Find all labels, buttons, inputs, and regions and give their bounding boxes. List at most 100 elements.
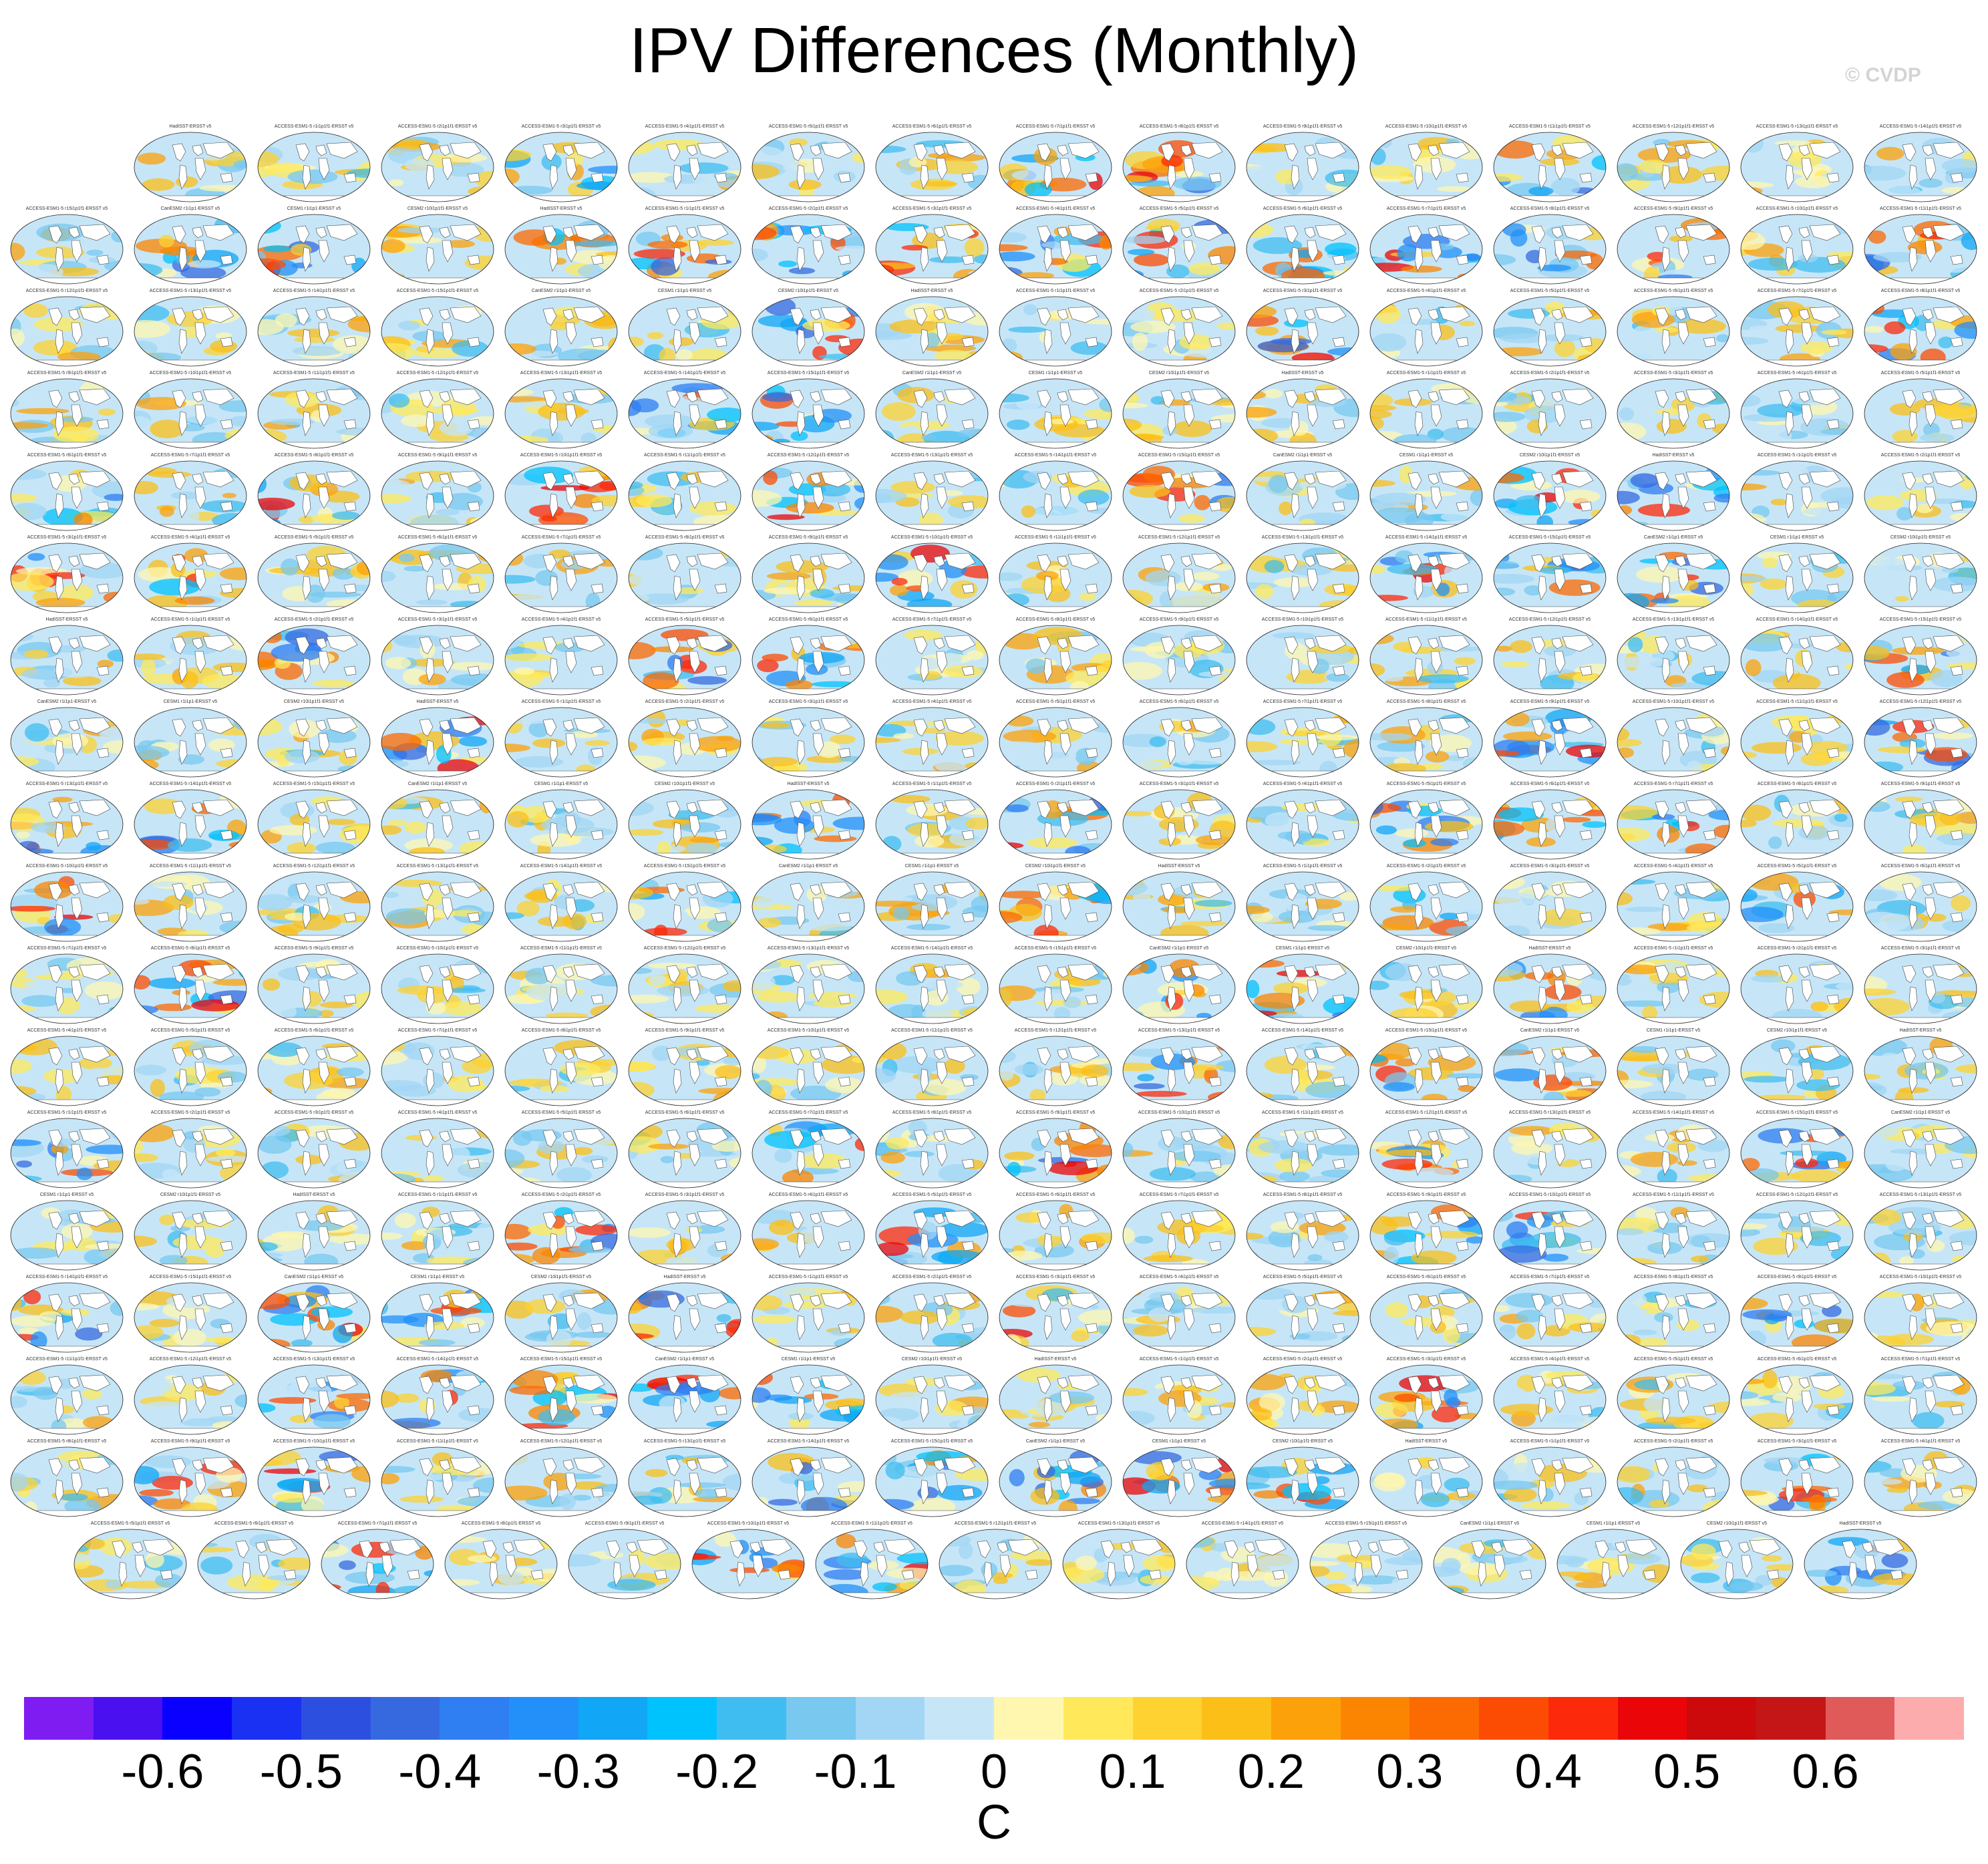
global-map: [752, 1446, 865, 1517]
global-map: [1493, 132, 1607, 202]
colorbar-segment: [578, 1697, 648, 1740]
global-map: [1864, 132, 1977, 202]
map-panel: ACCESS-ESM1-5 r7i1p1f1-ERSST v5: [1490, 1274, 1610, 1357]
colorbar-tick-label: -0.4: [398, 1745, 482, 1799]
global-map: [628, 1282, 741, 1353]
global-map: [999, 789, 1112, 860]
map-panel-label: ACCESS-ESM1-5 r7i1p1f1-ERSST v5: [768, 1110, 848, 1115]
map-panel: ACCESS-ESM1-5 r14i1p1f1-ERSST v5: [1613, 1110, 1733, 1193]
map-panel: ACCESS-ESM1-5 r3i1p1f1-ERSST v5: [995, 1274, 1116, 1357]
map-panel: ACCESS-ESM1-5 r7i1p1f1-ERSST v5: [995, 124, 1116, 206]
global-map: [752, 1282, 865, 1353]
map-panel-label: ACCESS-ESM1-5 r9i1p1f1-ERSST v5: [1757, 1275, 1837, 1279]
map-panel-label: ACCESS-ESM1-5 r10i1p1f1-ERSST v5: [396, 946, 479, 951]
global-map: [1493, 1200, 1607, 1271]
global-map: [999, 1200, 1112, 1271]
global-map: [1864, 1036, 1977, 1106]
map-panel: CESM2 r10i1p1f1-ERSST v5: [130, 1192, 251, 1275]
map-panel-label: CanESM2 r1i1p1-ERSST v5: [778, 864, 838, 869]
map-panel-label: HadISST-ERSST v5: [1652, 453, 1695, 458]
map-panel: ACCESS-ESM1-5 r7i1p1f1-ERSST v5: [7, 945, 127, 1028]
global-map: [1369, 707, 1483, 778]
map-panel: ACCESS-ESM1-5 r4i1p1f1-ERSST v5: [1613, 863, 1733, 946]
global-map: [875, 460, 989, 531]
global-map: [1740, 132, 1854, 202]
map-panel: ACCESS-ESM1-5 r6i1p1f1-ERSST v5: [1242, 206, 1363, 289]
map-panel-label: ACCESS-ESM1-5 r12i1p1f1-ERSST v5: [1014, 1028, 1097, 1033]
map-panel-label: CanESM2 r1i1p1-ERSST v5: [1890, 1110, 1951, 1115]
map-panel: ACCESS-ESM1-5 r13i1p1f1-ERSST v5: [748, 945, 868, 1028]
map-panel: HadISST-ERSST v5: [130, 124, 251, 206]
global-map: [628, 460, 741, 531]
map-panel-label: ACCESS-ESM1-5 r7i1p1f1-ERSST v5: [892, 617, 972, 622]
map-panel-label: ACCESS-ESM1-5 r5i1p1f1-ERSST v5: [274, 535, 354, 540]
map-panel-label: ACCESS-ESM1-5 r2i1p1f1-ERSST v5: [397, 124, 478, 129]
map-panel-label: ACCESS-ESM1-5 r9i1p1f1-ERSST v5: [150, 1439, 230, 1444]
global-map: [134, 1446, 247, 1517]
map-panel: ACCESS-ESM1-5 r15i1p1f1-ERSST v5: [1490, 534, 1610, 617]
map-panel: ACCESS-ESM1-5 r6i1p1f1-ERSST v5: [1737, 1356, 1857, 1439]
colorbar-segment: [1894, 1697, 1965, 1740]
map-panel-label: ACCESS-ESM1-5 r8i1p1f1-ERSST v5: [274, 453, 354, 458]
map-panel-label: ACCESS-ESM1-5 r8i1p1f1-ERSST v5: [892, 1110, 972, 1115]
map-panel-label: ACCESS-ESM1-5 r15i1p1f1-ERSST v5: [767, 371, 850, 375]
global-map: [10, 953, 124, 1024]
global-map: [134, 789, 247, 860]
map-panel: ACCESS-ESM1-5 r14i1p1f1-ERSST v5: [1242, 1028, 1363, 1110]
global-map: [875, 378, 989, 449]
global-map: [628, 1364, 741, 1435]
global-map: [1246, 789, 1359, 860]
map-panel: ACCESS-ESM1-5 r15i1p1f1-ERSST v5: [872, 1438, 992, 1521]
global-map: [1864, 1446, 1977, 1517]
map-panel-label: ACCESS-ESM1-5 r14i1p1f1-ERSST v5: [1879, 124, 1962, 129]
global-map: [1493, 296, 1607, 367]
map-panel: ACCESS-ESM1-5 r5i1p1f1-ERSST v5: [1613, 1356, 1733, 1439]
map-panel: ACCESS-ESM1-5 r3i1p1f1-ERSST v5: [1490, 863, 1610, 946]
map-panel-label: ACCESS-ESM1-5 r1i1p1f1-ERSST v5: [27, 1110, 107, 1115]
map-panel: ACCESS-ESM1-5 r1i1p1f1-ERSST v5: [1119, 1356, 1239, 1439]
map-panel: CESM1 r1i1p1-ERSST v5: [625, 288, 745, 371]
global-map: [10, 1282, 124, 1353]
map-panel: ACCESS-ESM1-5 r5i1p1f1-ERSST v5: [130, 1028, 251, 1110]
map-panel-label: ACCESS-ESM1-5 r14i1p1f1-ERSST v5: [1756, 617, 1838, 622]
global-map: [1493, 1364, 1607, 1435]
map-panel: CanESM2 r1i1p1-ERSST v5: [130, 206, 251, 289]
map-panel: ACCESS-ESM1-5 r12i1p1f1-ERSST v5: [1119, 534, 1239, 617]
map-panel: ACCESS-ESM1-5 r13i1p1f1-ERSST v5: [254, 1356, 374, 1439]
map-panel: ACCESS-ESM1-5 r2i1p1f1-ERSST v5: [254, 617, 374, 700]
map-panel: CESM1 r1i1p1-ERSST v5: [7, 1192, 127, 1275]
global-map: [1804, 1529, 1917, 1599]
map-panel: ACCESS-ESM1-5 r6i1p1f1-ERSST v5: [1613, 288, 1733, 371]
map-panel-label: ACCESS-ESM1-5 r14i1p1f1-ERSST v5: [1201, 1521, 1284, 1526]
global-map: [875, 707, 989, 778]
map-panel-label: ACCESS-ESM1-5 r4i1p1f1-ERSST v5: [645, 124, 725, 129]
map-panel-label: ACCESS-ESM1-5 r1i1p1f1-ERSST v5: [768, 1275, 848, 1279]
global-map: [10, 296, 124, 367]
global-map: [1122, 1036, 1236, 1106]
map-panel-label: ACCESS-ESM1-5 r15i1p1f1-ERSST v5: [149, 1275, 232, 1279]
map-panel-label: ACCESS-ESM1-5 r12i1p1f1-ERSST v5: [25, 289, 108, 293]
global-map: [504, 1446, 618, 1517]
global-map: [1617, 378, 1730, 449]
global-map: [1740, 542, 1854, 613]
global-map: [1246, 460, 1359, 531]
map-panel-label: ACCESS-ESM1-5 r9i1p1f1-ERSST v5: [1633, 206, 1713, 211]
map-panel-label: ACCESS-ESM1-5 r3i1p1f1-ERSST v5: [1757, 1439, 1837, 1444]
global-map: [1740, 296, 1854, 367]
global-map: [1246, 1446, 1359, 1517]
map-panel-label: CESM2 r10i1p1f1-ERSST v5: [1519, 453, 1581, 458]
map-panel: ACCESS-ESM1-5 r8i1p1f1-ERSST v5: [7, 1438, 127, 1521]
map-panel: ACCESS-ESM1-5 r14i1p1f1-ERSST v5: [748, 1438, 868, 1521]
map-panel: ACCESS-ESM1-5 r3i1p1f1-ERSST v5: [625, 1192, 745, 1275]
map-panel-label: HadISST-ERSST v5: [1281, 371, 1324, 375]
map-panel-label: ACCESS-ESM1-5 r2i1p1f1-ERSST v5: [1263, 1357, 1343, 1362]
map-panel-label: ACCESS-ESM1-5 r3i1p1f1-ERSST v5: [1015, 1275, 1096, 1279]
map-panel-label: ACCESS-ESM1-5 r5i1p1f1-ERSST v5: [90, 1521, 170, 1526]
colorbar-tick-label: 0: [980, 1745, 1008, 1799]
map-panel: ACCESS-ESM1-5 r10i1p1f1-ERSST v5: [872, 534, 992, 617]
map-panel: HadISST-ERSST v5: [1242, 370, 1363, 453]
global-map: [1617, 214, 1730, 285]
map-panel-label: ACCESS-ESM1-5 r1i1p1f1-ERSST v5: [645, 206, 725, 211]
global-map: [504, 460, 618, 531]
global-map: [875, 953, 989, 1024]
